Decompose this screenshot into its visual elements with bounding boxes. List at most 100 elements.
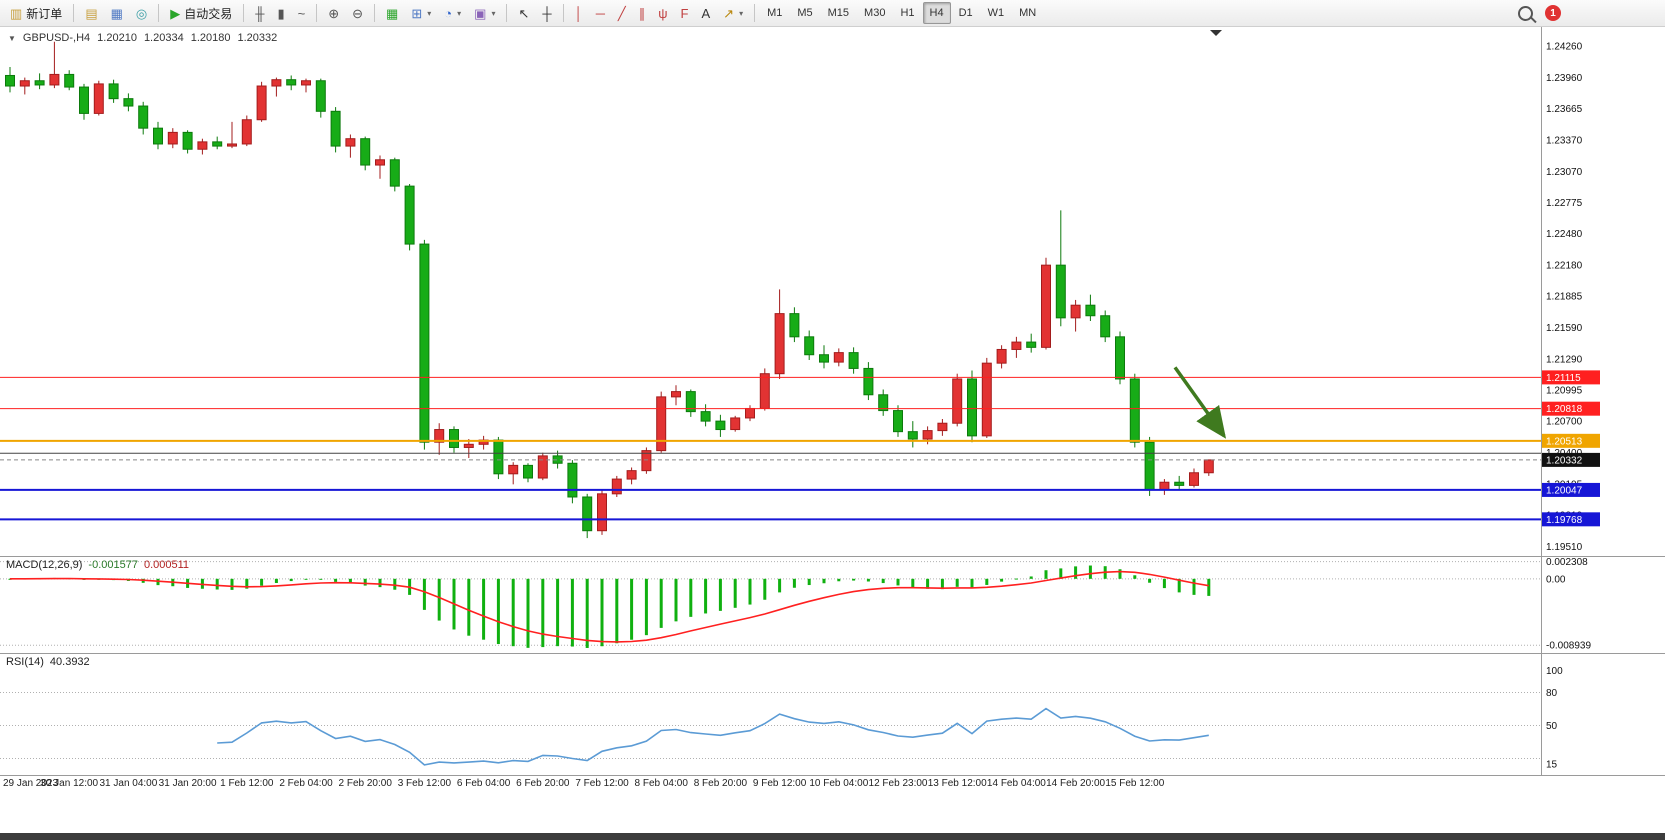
chevron-down-icon: ▾ [457,8,462,18]
tf-button-m15[interactable]: M15 [827,7,850,19]
rsi-value: 40.3932 [49,656,90,668]
new-chart-button[interactable]: ⊞ ▾ [405,1,437,25]
price-axis[interactable]: 1.24260 1.23960 1.23665 1.23370 1.23070 1.227… [1546,41,1583,553]
panels-group: ▤ ▦ ◎ [79,1,153,25]
date-label: 2 Feb 04:00 [279,778,333,789]
crosshair-button[interactable]: ┼ [536,1,557,25]
date-label: 1 Feb 12:00 [220,778,274,789]
tf-button-m5[interactable]: M5 [797,7,813,19]
chart-title: ▼ GBPUSD-,H4 1.20210 1.20334 1.20180 1.2… [8,32,277,44]
period-button[interactable]: ◔ ▾ [438,1,467,25]
text-button[interactable]: A [695,1,716,25]
toolbar-right: 1 [1518,5,1561,21]
svg-text:1.19510: 1.19510 [1546,542,1583,553]
rsi-panel[interactable]: RSI(14) 40.3932 100 80 50 15 [0,653,1665,775]
chart-shift-marker-icon[interactable] [1210,30,1222,36]
rsi-line [217,707,1209,766]
svg-text:1.20513: 1.20513 [1546,436,1583,447]
navigator-button[interactable]: ◎ [130,1,153,25]
date-label: 2 Feb 20:00 [338,778,392,789]
market-watch-button[interactable]: ▦ [105,1,129,25]
tf-button-mn[interactable]: MN [1019,7,1037,19]
hline-1.20047[interactable]: 1.20047 [0,482,1600,497]
toolbar-separator [316,4,318,22]
tf-button-m1[interactable]: M1 [767,7,783,19]
macd-main-value: -0.001577 [88,559,138,571]
hline-1.20818[interactable]: 1.20818 [0,401,1600,416]
new-chart-icon: ⊞ [411,5,423,21]
hline-1.20513[interactable]: 1.20513 [0,433,1600,448]
text-icon: A [701,5,711,21]
svg-text:0.002308: 0.002308 [1546,557,1588,568]
zoom-out-icon: ⊖ [352,5,364,21]
toolbar-separator [158,4,160,22]
bar-chart-button[interactable]: ╫ [249,1,270,25]
hline-1.19768[interactable]: 1.19768 [0,512,1600,527]
tile-windows-button[interactable]: ▦ [380,1,404,25]
line-chart-button[interactable]: ~ [292,1,312,25]
svg-text:15: 15 [1546,760,1558,771]
new-order-button[interactable]: ▥ 新订单 [4,1,68,25]
tf-button-d1[interactable]: D1 [958,7,973,19]
channel-button[interactable]: ∥ [633,1,652,25]
template-button[interactable]: ▣ ▾ [468,1,501,25]
autotrading-group: ▶ 自动交易 [164,1,238,25]
tile-windows-icon: ▦ [386,5,399,21]
chart-expander-icon[interactable]: ▼ [8,33,16,43]
play-icon: ▶ [170,5,181,21]
price-chart-canvas[interactable]: 1.24260 1.23960 1.23665 1.23370 1.23070 1.227… [0,27,1665,556]
tf-button-h4[interactable]: H4 [922,2,951,24]
macd-title: MACD(12,26,9) [6,559,83,571]
svg-text:80: 80 [1546,688,1558,699]
horizontal-line-button[interactable]: ─ [590,1,611,25]
bar-chart-icon: ╫ [255,5,265,21]
macd-canvas[interactable]: 0.002308 0.00 -0.008939 [0,557,1665,653]
toolbar-separator [562,4,564,22]
candlestick-chart-button[interactable]: ▮ [271,1,290,25]
timeframe-toolbar: M1 M5 M15 M30 H1 H4 D1 W1 MN [760,2,1043,24]
chart-type-group: ╫ ▮ ~ [249,1,311,25]
candles-layer [5,41,1214,539]
zoom-in-button[interactable]: ⊕ [322,1,345,25]
zoom-out-button[interactable]: ⊖ [346,1,369,25]
svg-text:1.22480: 1.22480 [1546,229,1583,240]
chart-symbol: GBPUSD-,H4 [22,32,91,44]
vertical-line-button[interactable]: │ [569,1,589,25]
svg-text:1.19768: 1.19768 [1546,515,1583,526]
bar-high: 1.20334 [143,32,184,44]
price-chart-panel[interactable]: ▼ GBPUSD-,H4 1.20210 1.20334 1.20180 1.2… [0,27,1665,556]
line-chart-icon: ~ [297,5,306,21]
fibonacci-button[interactable]: F [675,1,695,25]
time-axis[interactable]: 29 Jan 2023 30 Jan 12:00 31 Jan 04:00 31 Ja… [0,775,1665,793]
tf-button-w1[interactable]: W1 [987,7,1005,19]
tf-button-m30[interactable]: M30 [864,7,886,19]
svg-text:1.21590: 1.21590 [1546,323,1583,334]
arrows-button[interactable]: ↗ ▾ [717,1,749,25]
macd-panel[interactable]: MACD(12,26,9) -0.001577 0.000511 0.00230… [0,556,1665,653]
hline-1.21115[interactable]: 1.21115 [0,370,1600,385]
chevron-down-icon: ▾ [491,8,496,18]
crosshair-icon: ┼ [542,5,552,21]
autotrading-button[interactable]: ▶ 自动交易 [164,1,238,25]
toolbar-separator [506,4,508,22]
trendline-button[interactable]: ╱ [612,1,632,25]
date-label: 6 Feb 04:00 [456,778,511,789]
tf-button-h1[interactable]: H1 [900,7,915,19]
pitchfork-button[interactable]: ψ [652,1,673,25]
notification-badge[interactable]: 1 [1545,5,1561,21]
rsi-canvas[interactable]: 100 80 50 15 [0,654,1665,775]
fibonacci-icon: F [680,5,689,21]
svg-text:50: 50 [1546,721,1558,732]
cursor-button[interactable]: ↖ [512,1,535,25]
channel-icon: ∥ [638,5,646,21]
bar-open: 1.20210 [97,32,137,44]
rsi-title: RSI(14) [6,656,44,668]
green-arrow-annotation[interactable] [1173,366,1227,439]
chevron-down-icon: ▾ [739,8,744,18]
svg-text:1.23070: 1.23070 [1546,167,1583,178]
charts-button[interactable]: ▤ [79,1,103,25]
svg-text:1.24260: 1.24260 [1546,41,1583,52]
zoom-group: ⊕ ⊖ [322,1,369,25]
search-icon[interactable] [1518,5,1533,21]
